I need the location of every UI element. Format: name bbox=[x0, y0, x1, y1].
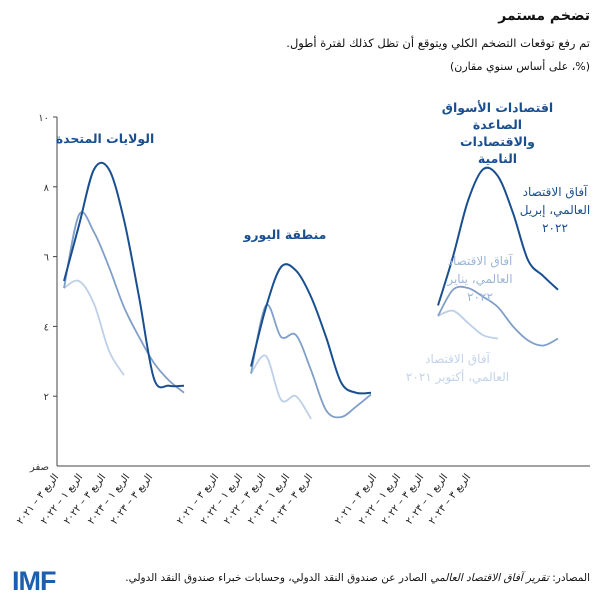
series-line-oct2021-panel-2 bbox=[250, 354, 312, 420]
legend-oct2021: آفاق الاقتصاد العالمي، أكتوبر ٢٠٢١ bbox=[405, 352, 510, 384]
chart-title: تضخم مستمر bbox=[498, 8, 590, 24]
units-note: (%، على أساس سنوي مقارن) bbox=[449, 60, 590, 73]
source-note: المصادر: تقرير آفاق الاقتصاد العالمي الص… bbox=[125, 572, 590, 584]
series-line-oct2021-panel-3 bbox=[437, 309, 499, 340]
series-line-jan2022-panel-3 bbox=[437, 285, 559, 347]
series-line-apr2022-panel-1 bbox=[63, 161, 185, 389]
panel-label-em: اقتصادات الأسواق الصاعدة والاقتصادات الن… bbox=[441, 100, 554, 166]
y-tick-label: ١٠ bbox=[38, 113, 49, 124]
series-line-apr2022-panel-3 bbox=[437, 166, 559, 306]
legend-apr2022: آفاق الاقتصاد العالمي، إبريل ٢٠٢٢ bbox=[519, 185, 591, 235]
panel-label-euro: منطقة اليورو bbox=[243, 227, 327, 242]
series-line-apr2022-panel-2 bbox=[250, 263, 372, 395]
legend-jan2022: آفاق الاقتصاد العالمي، يناير ٢٠٢٢ bbox=[447, 254, 513, 304]
chart-subtitle: تم رفع توقعات التضخم الكلي ويتوقع أن تظل… bbox=[286, 36, 590, 50]
y-tick-label: ٢ bbox=[44, 392, 49, 403]
y-tick-label: ٤ bbox=[44, 322, 49, 333]
source-prefix: المصادر: bbox=[548, 572, 590, 584]
imf-logo: IMF bbox=[12, 566, 56, 596]
series-line-oct2021-panel-1 bbox=[63, 279, 125, 376]
y-tick-label: ٦ bbox=[44, 253, 49, 264]
series-line-jan2022-panel-2 bbox=[250, 303, 372, 419]
series-line-jan2022-panel-1 bbox=[63, 211, 185, 394]
panel-label-us: الولايات المتحدة bbox=[55, 131, 155, 146]
source-rest: الصادر عن صندوق النقد الدولي، وحسابات خب… bbox=[125, 572, 431, 584]
y-tick-label: صفر bbox=[29, 462, 49, 473]
y-tick-label: ٨ bbox=[44, 183, 50, 194]
source-publication: تقرير آفاق الاقتصاد العالمي bbox=[430, 572, 549, 584]
